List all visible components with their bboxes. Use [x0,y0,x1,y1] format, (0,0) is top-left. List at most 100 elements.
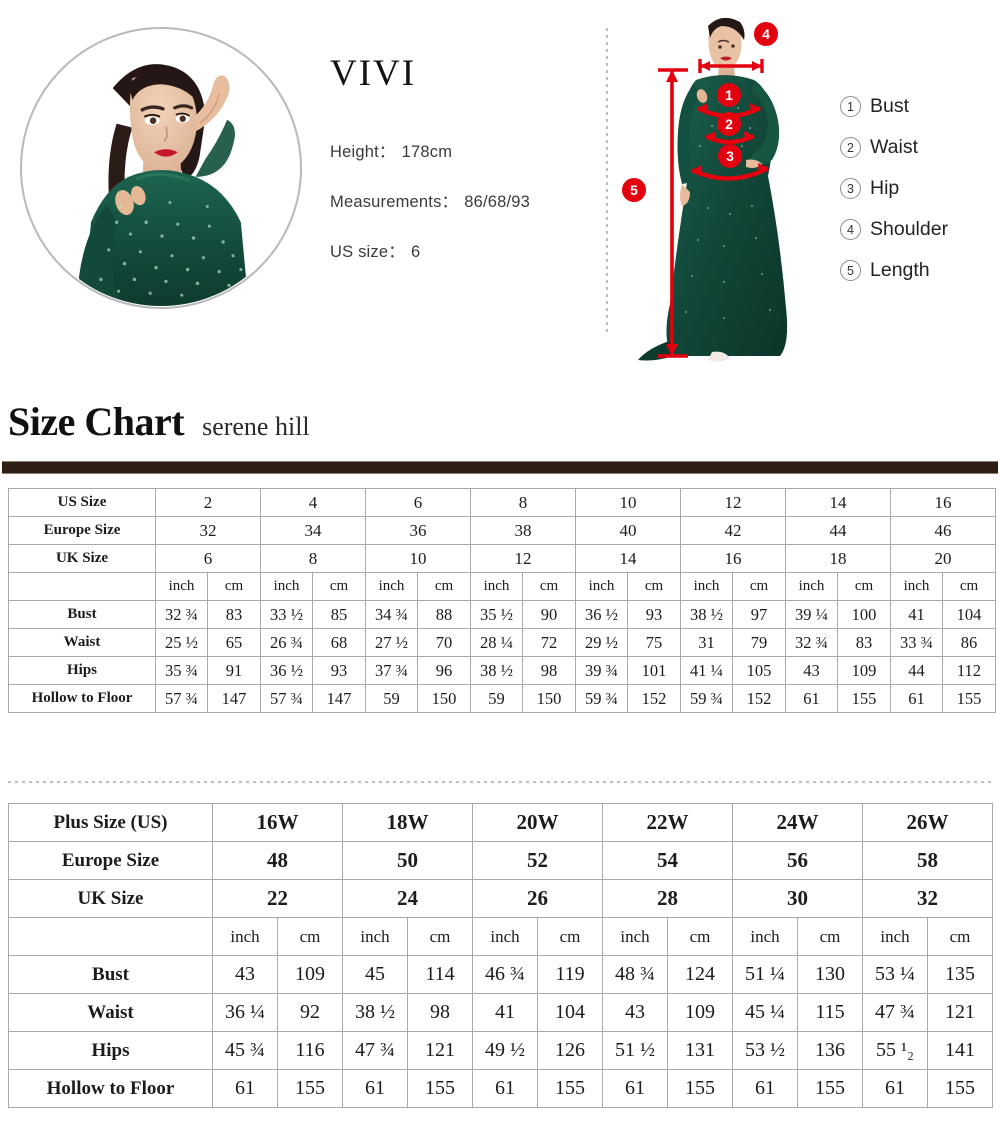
model-measurements-label: Measurements： [330,193,459,211]
table-cell: 150 [417,684,471,713]
legend-item-hip: 3 Hip [840,168,995,209]
table-cell: 27 ½ [365,628,418,657]
table-row-europe-size: Europe Size 48 50 52 54 56 58 [8,841,993,880]
table-cell: 105 [732,656,786,685]
legend-number-icon: 2 [840,137,861,158]
table-cell: 18 [785,544,891,573]
table-cell: 38 ½ [342,993,408,1032]
unit-header-cm: cm [407,917,473,956]
header-section: VIVI Height： 178cm Measurements： 86/68/93 … [0,0,1000,382]
row-label: Bust [8,955,213,994]
row-label: UK Size [8,879,213,918]
legend-item-waist: 2 Waist [840,127,995,168]
table-cell: 6 [155,544,261,573]
table-cell: 22W [602,803,733,842]
unit-header-inch: inch [365,572,418,601]
table-cell: 53 ¼ [862,955,928,994]
unit-header-cm: cm [797,917,863,956]
table-cell: 38 ½ [680,600,733,629]
table-cell: 22 [212,879,343,918]
unit-header-cm: cm [522,572,576,601]
table-cell: 112 [942,656,996,685]
unit-header-inch: inch [602,917,668,956]
legend-label: Bust [870,95,910,117]
table-row-hips: Hips 45 ¾ 116 47 ¾ 121 49 ½ 126 51 ½ 131 53 … [8,1031,993,1070]
table-row-hips: Hips 35 ¾ 91 36 ½ 93 37 ¾ 96 38 ½ 98 39 ¾ 101… [8,656,996,685]
table-row-uk-size: UK Size 22 24 26 28 30 32 [8,879,993,918]
legend-label: Length [870,259,930,281]
legend-item-shoulder: 4 Shoulder [840,209,995,250]
row-label: Europe Size [8,841,213,880]
row-label: Hollow to Floor [8,684,156,713]
table-cell: 25 ½ [155,628,208,657]
table-cell: 35 ¾ [155,656,208,685]
table-cell: 33 ¾ [890,628,943,657]
table-cell: 135 [927,955,993,994]
row-label: Hollow to Floor [8,1069,213,1108]
table-row-europe-size: Europe Size 32 34 36 38 40 42 44 46 [8,516,996,545]
table-cell: 141 [927,1031,993,1070]
table-cell: 41 ¼ [680,656,733,685]
model-measurements-value: 86/68/93 [464,193,531,211]
vertical-dotted-divider [606,28,608,336]
table-cell: 46 [890,516,996,545]
table-cell: 147 [312,684,366,713]
table-cell: 126 [537,1031,603,1070]
table-cell: 12 [680,488,786,517]
figure-marker-3: 3 [718,144,742,168]
table-cell: 53 ½ [732,1031,798,1070]
unit-header-inch: inch [260,572,313,601]
table-cell: 93 [312,656,366,685]
measurement-legend: 1 Bust 2 Waist 3 Hip 4 Shoulder 5 Length [840,86,995,291]
row-label: Waist [8,628,156,657]
table-cell: 72 [522,628,576,657]
table-cell: 16W [212,803,343,842]
table-cell: 91 [207,656,261,685]
table-row-hollow-to-floor: Hollow to Floor 61 155 61 155 61 155 61 155 … [8,1069,993,1108]
table-cell: 36 ½ [575,600,628,629]
table-cell: 59 ¾ [680,684,733,713]
table-cell: 41 [890,600,943,629]
row-label [8,917,213,956]
table-cell: 29 ½ [575,628,628,657]
row-label: Europe Size [8,516,156,545]
table-cell: 26 ¾ [260,628,313,657]
portrait-circle-frame [20,27,302,309]
svg-text:1: 1 [725,87,733,103]
unit-header-inch: inch [472,917,538,956]
table-cell: 65 [207,628,261,657]
table-cell: 24W [732,803,863,842]
table-cell: 38 [470,516,576,545]
table-cell: 14 [575,544,681,573]
table-cell: 40 [575,516,681,545]
model-height-line: Height： 178cm [330,138,600,162]
table-cell: 34 [260,516,366,545]
table-cell: 4 [260,488,366,517]
table-cell: 59 ¾ [575,684,628,713]
legend-label: Waist [870,136,919,158]
unit-header-cm: cm [537,917,603,956]
model-portrait-illustration [22,29,300,307]
table-row-hollow-to-floor: Hollow to Floor 57 ¾ 147 57 ¾ 147 59 150 59… [8,684,996,713]
table-row-units: inch cm inch cm inch cm inch cm inch cm … [8,917,993,956]
legend-number-icon: 1 [840,96,861,117]
table-cell: 97 [732,600,786,629]
table-cell: 28 ¼ [470,628,523,657]
model-ussize-label: US size： [330,243,405,261]
table-cell: 43 [602,993,668,1032]
figure-marker-4: 4 [754,22,778,46]
table-cell: 43 [212,955,278,994]
table-cell: 155 [277,1069,343,1108]
table-cell: 61 [785,684,838,713]
table-row-plus-size: Plus Size (US) 16W 18W 20W 22W 24W 26W [8,803,993,842]
table-cell: 61 [212,1069,278,1108]
standard-size-table-wrap: US Size 2 4 6 8 10 12 14 16 Europe Size … [8,488,996,713]
dress-figure-illustration: 4 1 2 3 5 [620,8,835,376]
unit-header-cm: cm [417,572,471,601]
table-cell: 147 [207,684,261,713]
model-measurements-line: Measurements： 86/68/93 [330,188,600,212]
size-chart-title-row: Size Chart serene hill [0,398,1000,456]
table-cell: 104 [942,600,996,629]
table-cell: 121 [407,1031,473,1070]
unit-header-inch: inch [212,917,278,956]
